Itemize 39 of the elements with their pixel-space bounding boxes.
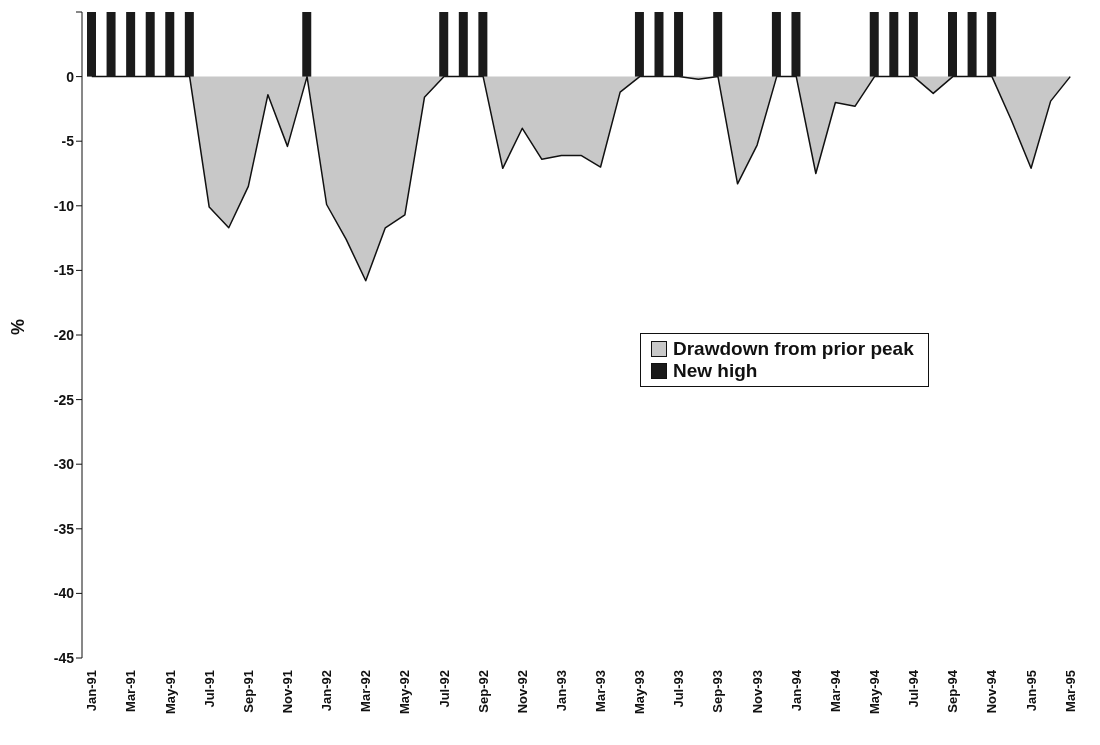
x-tick-label: Mar-93 [593,670,609,712]
y-tick-label: -15 [53,262,75,279]
x-tick-label: Nov-94 [984,669,1000,714]
x-tick-label: Mar-92 [358,670,374,712]
x-tick-label: Nov-93 [749,670,765,714]
y-tick-label: -5 [61,133,75,150]
x-tick-label: May-93 [632,670,648,715]
x-tick-label: Mar-95 [1062,670,1078,712]
y-tick-label: -30 [53,456,75,473]
y-tick-label: -35 [53,520,75,537]
x-tick-label: May-92 [397,670,413,715]
x-tick-label: Jul-93 [671,670,687,708]
x-tick-label: Jul-94 [906,669,922,708]
y-tick-label: -10 [53,197,75,214]
x-tick-label: Nov-92 [514,670,530,714]
x-tick-label: Jan-91 [84,670,100,712]
y-tick-label: 0 [66,68,75,85]
legend-label: New high [673,360,758,382]
legend-label: Drawdown from prior peak [673,338,914,360]
x-tick-label: May-91 [162,670,178,715]
y-tick-label: -25 [53,391,75,408]
x-tick-label: Sep-91 [240,670,256,713]
y-tick-label: -45 [53,649,75,666]
x-tick-label: Sep-94 [945,669,961,713]
x-tick-label: Mar-94 [827,669,843,712]
y-tick-label: -40 [53,585,75,602]
x-tick-label: May-94 [867,669,883,715]
y-axis-title: % [8,318,29,335]
x-tick-label: Sep-93 [710,670,726,713]
x-tick-label: Jan-95 [1023,670,1039,712]
y-tick-label: -20 [53,326,75,343]
x-tick-label: Sep-92 [475,670,491,713]
x-tick-label: Jul-92 [436,670,452,708]
x-tick-label: Jul-91 [201,670,217,708]
x-tick-label: Nov-91 [279,670,295,714]
x-tick-label: Mar-91 [123,670,139,712]
x-tick-label: Jan-94 [788,669,804,712]
x-tick-label: Jan-93 [553,670,569,712]
x-tick-label: Jan-92 [319,670,335,712]
